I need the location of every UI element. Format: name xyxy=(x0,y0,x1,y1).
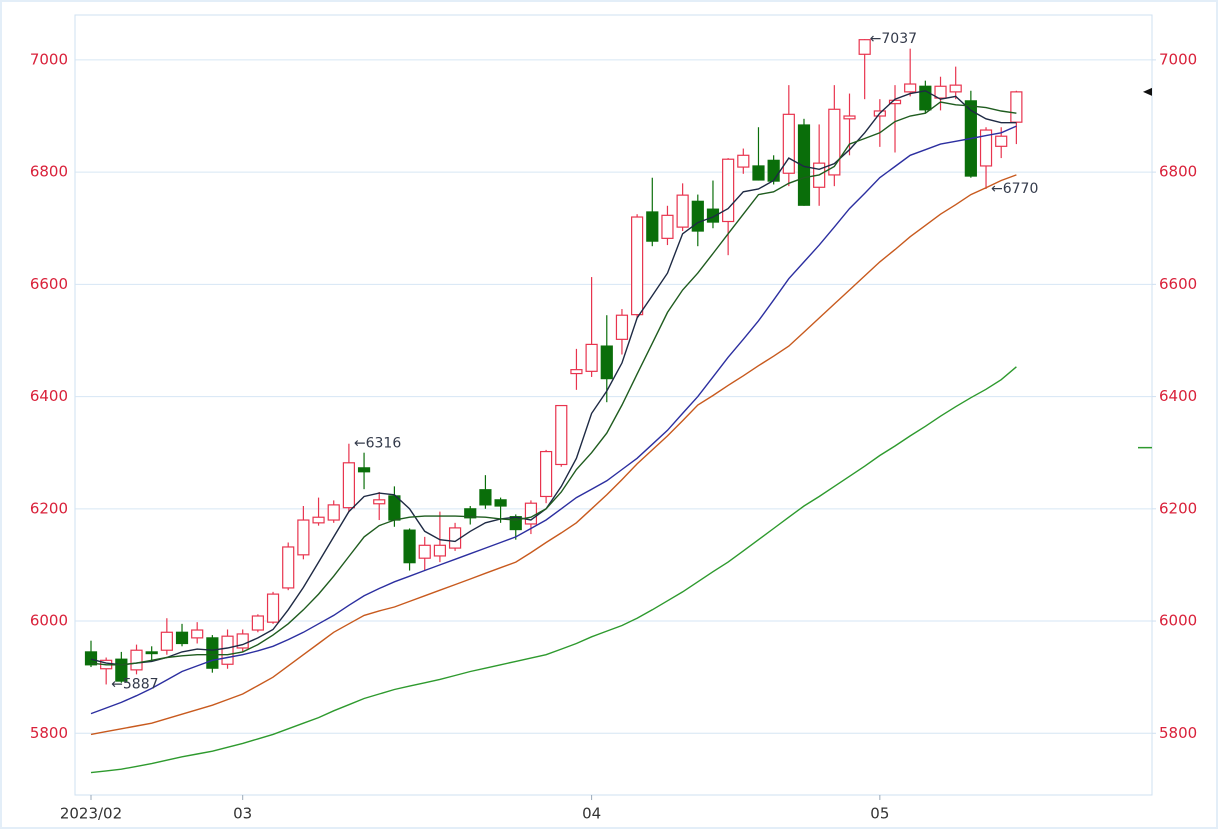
extreme-annotation: ←7037 xyxy=(870,31,917,47)
y-tick-label: 6000 xyxy=(30,612,68,630)
moving-average-line xyxy=(90,101,1017,666)
candle-body xyxy=(979,129,993,167)
y2-tick-label: 6800 xyxy=(1159,163,1197,181)
candle-body xyxy=(843,115,856,120)
candle-body xyxy=(479,489,492,506)
y-tick-label: 6400 xyxy=(30,387,68,405)
moving-average-line xyxy=(90,366,1017,774)
extreme-annotation: ←6770 xyxy=(991,181,1038,197)
candle-body xyxy=(631,216,644,316)
candle-body xyxy=(646,211,659,242)
candle-body xyxy=(191,629,204,639)
candle-body xyxy=(84,651,98,666)
candle-body xyxy=(585,343,598,372)
candle-body xyxy=(433,544,447,557)
candle-body xyxy=(206,637,219,669)
moving-average-line xyxy=(90,90,1017,666)
y2-tick-label: 6000 xyxy=(1159,612,1197,630)
candle-body xyxy=(221,635,234,665)
y-tick-label: 6200 xyxy=(30,499,68,517)
candle-body xyxy=(388,495,401,521)
candle-body xyxy=(448,527,462,549)
candle-body xyxy=(782,113,795,174)
candle-body xyxy=(570,369,583,375)
candle-body xyxy=(888,99,902,105)
candle-body xyxy=(539,450,553,498)
candle-body xyxy=(1010,91,1023,123)
candle-body xyxy=(418,544,431,559)
candle-body xyxy=(373,499,386,505)
y2-tick-label: 5800 xyxy=(1159,724,1197,742)
y2-tick-label: 6600 xyxy=(1159,275,1197,293)
candle-body xyxy=(661,214,674,239)
extreme-annotation: ←6316 xyxy=(354,436,401,452)
candle-body xyxy=(934,85,947,99)
candle-body xyxy=(904,83,917,93)
x-tick-label: 2023/02 xyxy=(60,805,122,823)
candle-body xyxy=(327,504,340,521)
candle-body xyxy=(995,135,1008,147)
candle-body xyxy=(828,108,841,176)
candle-body xyxy=(236,633,249,649)
x-tick-label: 05 xyxy=(870,805,889,823)
candle-body xyxy=(357,467,371,473)
candle-body xyxy=(524,502,538,525)
candle-body xyxy=(555,404,568,466)
candle-body xyxy=(130,649,143,671)
y-tick-label: 6600 xyxy=(30,275,68,293)
candle-body xyxy=(342,462,355,509)
candle-body xyxy=(160,631,173,651)
candle-body xyxy=(691,200,704,232)
plot-frame xyxy=(74,14,1153,796)
candle-body xyxy=(752,165,765,181)
candle-body xyxy=(282,546,295,589)
candle-body xyxy=(600,345,613,380)
y2-tick-label: 6400 xyxy=(1159,387,1197,405)
x-tick-label: 03 xyxy=(233,805,252,823)
extreme-annotation: ←5887 xyxy=(111,676,158,692)
candle-body xyxy=(297,519,310,556)
y-tick-label: 6800 xyxy=(30,163,68,181)
candle-body xyxy=(175,631,189,645)
y-tick-label: 5800 xyxy=(30,724,68,742)
candle-body xyxy=(251,615,264,631)
candle-body xyxy=(676,194,689,228)
candle-body xyxy=(145,651,158,655)
candle-body xyxy=(312,516,325,524)
candle-body xyxy=(737,154,750,168)
y-tick-label: 7000 xyxy=(30,50,68,68)
candle-body xyxy=(919,85,932,111)
candle-body xyxy=(797,124,811,206)
last-price-marker xyxy=(1143,87,1152,96)
candle-body xyxy=(615,314,629,340)
y2-tick-label: 6200 xyxy=(1159,499,1197,517)
x-tick-label: 04 xyxy=(582,805,601,823)
y2-tick-label: 7000 xyxy=(1159,50,1197,68)
candle-body xyxy=(494,499,507,507)
candle-body xyxy=(722,158,735,223)
candle-body xyxy=(767,159,780,182)
moving-average-line xyxy=(90,125,1017,715)
candle-body xyxy=(115,658,128,682)
moving-average-line xyxy=(90,174,1017,736)
candle-body xyxy=(403,529,416,564)
candle-body xyxy=(949,84,962,93)
candle-body xyxy=(266,593,280,623)
candle-body xyxy=(706,208,720,223)
candle-body xyxy=(464,508,477,519)
candle-body xyxy=(858,39,871,55)
